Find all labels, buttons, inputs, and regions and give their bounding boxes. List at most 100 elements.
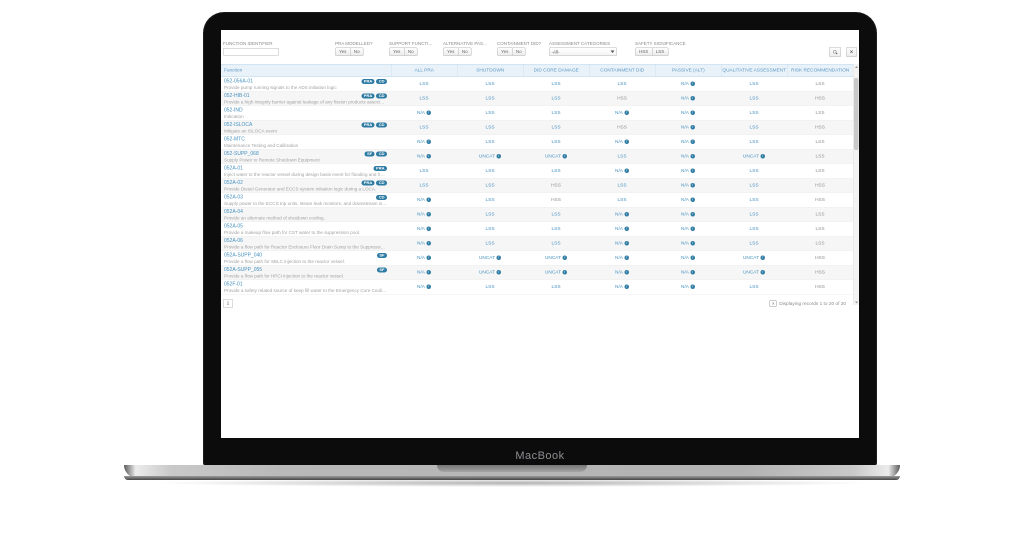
value-text[interactable]: LSS — [485, 110, 495, 116]
function-id-link[interactable]: 052F-01 — [224, 281, 243, 288]
alternative-passive-no-button[interactable]: No — [458, 47, 472, 56]
value-text[interactable]: LSS — [485, 240, 495, 247]
value-text[interactable]: N/A — [681, 284, 689, 290]
column-header-shutdown[interactable]: SHUTDOWN — [457, 64, 523, 77]
value-text[interactable]: LSS — [749, 124, 759, 131]
info-icon[interactable]: i — [496, 255, 502, 260]
info-icon[interactable]: i — [690, 183, 695, 188]
containment-did-no-button[interactable]: No — [512, 47, 526, 56]
pra-modelled-no-button[interactable]: No — [350, 47, 364, 56]
info-icon[interactable]: i — [690, 212, 695, 217]
function-id-link[interactable]: 052-MTC — [224, 136, 245, 143]
function-id-link[interactable]: 052A-02 — [224, 180, 243, 186]
value-text[interactable]: LSS — [485, 139, 495, 145]
value-text[interactable]: LSS — [485, 226, 495, 232]
value-text[interactable]: LSS — [749, 226, 759, 232]
column-header-containment-did[interactable]: CONTAINMENT DID — [589, 64, 655, 77]
value-text[interactable]: LSS — [551, 240, 561, 247]
info-icon[interactable]: i — [760, 255, 766, 260]
value-text[interactable]: N/A — [681, 81, 689, 87]
function-id-link[interactable]: 052-ISLOCA — [224, 122, 253, 128]
info-icon[interactable]: i — [624, 226, 629, 231]
info-icon[interactable]: i — [690, 226, 695, 231]
value-text[interactable]: N/A — [681, 197, 689, 203]
info-icon[interactable]: i — [690, 197, 695, 202]
value-text[interactable]: LSS — [551, 284, 561, 290]
value-text[interactable]: LSS — [485, 211, 495, 218]
info-icon[interactable]: i — [426, 241, 431, 246]
info-icon[interactable]: i — [690, 284, 695, 289]
info-icon[interactable]: i — [496, 270, 502, 275]
info-icon[interactable]: i — [690, 110, 695, 115]
value-text[interactable]: LSS — [419, 124, 429, 131]
info-icon[interactable]: i — [690, 81, 695, 86]
info-icon[interactable]: i — [562, 154, 568, 159]
column-header-qualitative-assessment[interactable]: QUALITATIVE ASSESSMENT — [721, 64, 787, 77]
value-text[interactable]: LSS — [485, 81, 495, 87]
info-icon[interactable]: i — [562, 255, 568, 260]
value-text[interactable]: N/A — [417, 269, 425, 276]
value-text[interactable]: N/A — [417, 226, 425, 232]
value-text[interactable]: N/A — [417, 240, 425, 247]
value-text[interactable]: N/A — [417, 284, 425, 290]
info-icon[interactable]: i — [426, 154, 431, 159]
info-icon[interactable]: i — [624, 212, 629, 217]
value-text[interactable]: LSS — [419, 168, 429, 174]
value-text[interactable]: UNCAT — [544, 255, 562, 261]
function-id-link[interactable]: 052A-SUPP_055 — [224, 267, 263, 273]
info-icon[interactable]: i — [562, 270, 568, 275]
info-icon[interactable]: i — [760, 270, 766, 275]
value-text[interactable]: LSS — [551, 211, 561, 218]
value-text[interactable]: N/A — [615, 139, 623, 145]
value-text[interactable]: N/A — [681, 168, 689, 174]
value-text[interactable]: LSS — [551, 226, 561, 232]
info-icon[interactable]: i — [426, 139, 431, 144]
value-text[interactable]: N/A — [417, 110, 425, 116]
value-text[interactable]: N/A — [681, 211, 689, 218]
value-text[interactable]: LSS — [485, 124, 495, 131]
value-text[interactable]: N/A — [681, 226, 689, 232]
info-icon[interactable]: i — [624, 284, 629, 289]
value-text[interactable]: LSS — [749, 110, 759, 116]
info-icon[interactable]: i — [426, 197, 431, 202]
value-text[interactable]: LSS — [551, 139, 561, 145]
vertical-scrollbar[interactable] — [853, 64, 859, 305]
info-icon[interactable]: i — [760, 154, 766, 159]
function-identifier-input[interactable] — [223, 47, 279, 56]
function-id-link[interactable]: 052A-SUPP_040 — [224, 252, 263, 259]
value-text[interactable]: N/A — [681, 124, 689, 131]
support-function-yes-button[interactable]: Yes — [389, 47, 405, 56]
value-text[interactable]: N/A — [615, 284, 623, 290]
value-text[interactable]: N/A — [681, 269, 689, 276]
value-text[interactable]: N/A — [615, 168, 623, 174]
info-icon[interactable]: i — [690, 168, 695, 173]
value-text[interactable]: N/A — [417, 255, 425, 261]
safety-significance-lss-button[interactable]: LSS — [652, 47, 669, 56]
value-text[interactable]: LSS — [485, 197, 495, 203]
value-text[interactable]: LSS — [617, 81, 627, 87]
value-text[interactable]: N/A — [681, 255, 689, 261]
value-text[interactable]: N/A — [681, 139, 689, 145]
value-text[interactable]: N/A — [615, 110, 623, 116]
alternative-passive-yes-button[interactable]: Yes — [443, 47, 459, 56]
value-text[interactable]: UNCAT — [478, 269, 496, 276]
value-text[interactable]: N/A — [615, 240, 623, 247]
value-text[interactable]: N/A — [417, 139, 425, 145]
value-text[interactable]: N/A — [681, 110, 689, 116]
assessment-categories-select[interactable]: -All- — [549, 47, 617, 56]
value-text[interactable]: UNCAT — [742, 153, 760, 160]
value-text[interactable]: LSS — [551, 95, 561, 102]
value-text[interactable]: LSS — [485, 95, 495, 102]
scrollbar-thumb[interactable] — [854, 78, 859, 150]
page-1-button[interactable]: 1 — [223, 299, 233, 308]
info-icon[interactable]: i — [690, 270, 695, 275]
value-text[interactable]: LSS — [419, 182, 429, 189]
value-text[interactable]: LSS — [749, 211, 759, 218]
info-icon[interactable]: i — [690, 139, 695, 144]
function-id-link[interactable]: 052-SUPP_068 — [224, 151, 259, 157]
value-text[interactable]: LSS — [749, 81, 759, 87]
value-text[interactable]: LSS — [419, 81, 429, 87]
column-header-all-pra[interactable]: ALL PRA — [391, 64, 457, 77]
value-text[interactable]: N/A — [615, 211, 623, 218]
value-text[interactable]: UNCAT — [544, 153, 562, 160]
